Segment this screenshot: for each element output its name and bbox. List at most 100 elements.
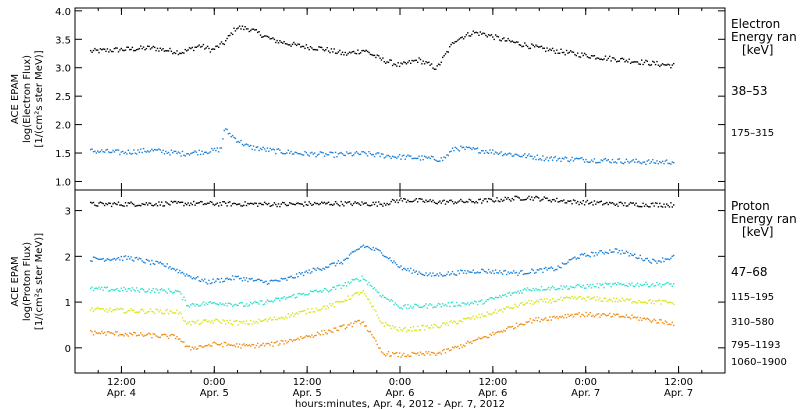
- data-point: [585, 201, 587, 203]
- data-point: [667, 302, 669, 304]
- data-point: [201, 278, 203, 281]
- data-point: [561, 200, 564, 202]
- data-point: [528, 47, 530, 50]
- data-point: [90, 260, 92, 262]
- data-point: [582, 284, 584, 287]
- data-point: [578, 56, 580, 58]
- data-point: [204, 319, 206, 321]
- data-point: [589, 283, 591, 286]
- data-point: [393, 353, 395, 355]
- data-point: [425, 199, 427, 201]
- data-point: [404, 355, 406, 357]
- data-point: [321, 330, 323, 332]
- data-point: [627, 160, 629, 163]
- data-point: [218, 278, 220, 280]
- data-point: [172, 152, 174, 154]
- data-point: [460, 145, 462, 147]
- data-point: [138, 334, 141, 336]
- data-point: [551, 316, 554, 318]
- data-point: [545, 50, 547, 52]
- data-point: [504, 308, 506, 310]
- data-point: [572, 257, 575, 259]
- data-point: [389, 203, 391, 205]
- y-tick-label: 2.5: [55, 92, 71, 103]
- data-point: [660, 303, 662, 305]
- data-point: [595, 58, 597, 60]
- data-point: [432, 327, 434, 329]
- data-point: [582, 297, 584, 299]
- data-point: [97, 49, 99, 51]
- data-point: [225, 302, 227, 305]
- data-point: [290, 296, 292, 298]
- data-point: [368, 298, 370, 301]
- data-point: [560, 160, 562, 162]
- data-point: [301, 45, 303, 48]
- data-point: [241, 344, 244, 346]
- data-point: [522, 154, 525, 156]
- data-point: [652, 159, 654, 161]
- data-point: [510, 271, 512, 274]
- data-point: [126, 153, 128, 155]
- data-point: [451, 270, 454, 273]
- data-point: [465, 272, 468, 275]
- data-point: [600, 284, 602, 286]
- data-point: [458, 304, 461, 306]
- data-point: [533, 197, 536, 199]
- data-point: [287, 340, 289, 343]
- data-point: [272, 37, 274, 39]
- data-point: [225, 202, 227, 204]
- data-point: [315, 289, 317, 291]
- data-point: [101, 258, 103, 260]
- data-point: [287, 313, 289, 315]
- data-point: [503, 307, 505, 310]
- data-point: [130, 333, 132, 335]
- data-point: [522, 45, 525, 47]
- data-point: [673, 162, 675, 164]
- data-point: [663, 300, 665, 302]
- data-point: [301, 337, 303, 340]
- data-point: [542, 319, 544, 321]
- data-point: [524, 304, 526, 306]
- data-point: [344, 299, 346, 301]
- data-point: [468, 304, 470, 306]
- data-point: [486, 298, 488, 301]
- data-point: [208, 301, 210, 304]
- data-point: [620, 316, 622, 318]
- data-point: [532, 44, 534, 46]
- data-point: [437, 326, 440, 329]
- data-point: [604, 202, 607, 205]
- data-point: [202, 203, 205, 206]
- data-point: [525, 273, 527, 275]
- data-point: [588, 313, 590, 316]
- data-point: [393, 199, 395, 202]
- data-point: [423, 201, 426, 203]
- data-point: [501, 273, 504, 275]
- data-point: [273, 149, 276, 151]
- data-point: [149, 263, 152, 265]
- data-point: [397, 305, 399, 308]
- data-point: [366, 283, 369, 286]
- data-point: [269, 205, 271, 207]
- data-point: [211, 48, 213, 51]
- data-point: [513, 155, 515, 157]
- data-point: [546, 288, 548, 290]
- data-point: [421, 273, 423, 275]
- data-point: [226, 205, 228, 207]
- data-point: [115, 47, 117, 49]
- data-point: [184, 155, 186, 157]
- data-point: [467, 270, 469, 272]
- data-point: [165, 309, 167, 312]
- data-point: [419, 159, 422, 161]
- data-point: [270, 319, 273, 321]
- data-point: [172, 201, 174, 204]
- data-point: [95, 307, 97, 310]
- data-point: [113, 257, 116, 260]
- x-tick-date: Apr. 5: [293, 388, 322, 399]
- data-point: [250, 319, 252, 322]
- data-point: [309, 152, 312, 154]
- data-point: [327, 307, 330, 309]
- data-point: [348, 324, 351, 326]
- data-point: [94, 308, 96, 311]
- data-point: [536, 196, 538, 198]
- data-point: [589, 57, 591, 59]
